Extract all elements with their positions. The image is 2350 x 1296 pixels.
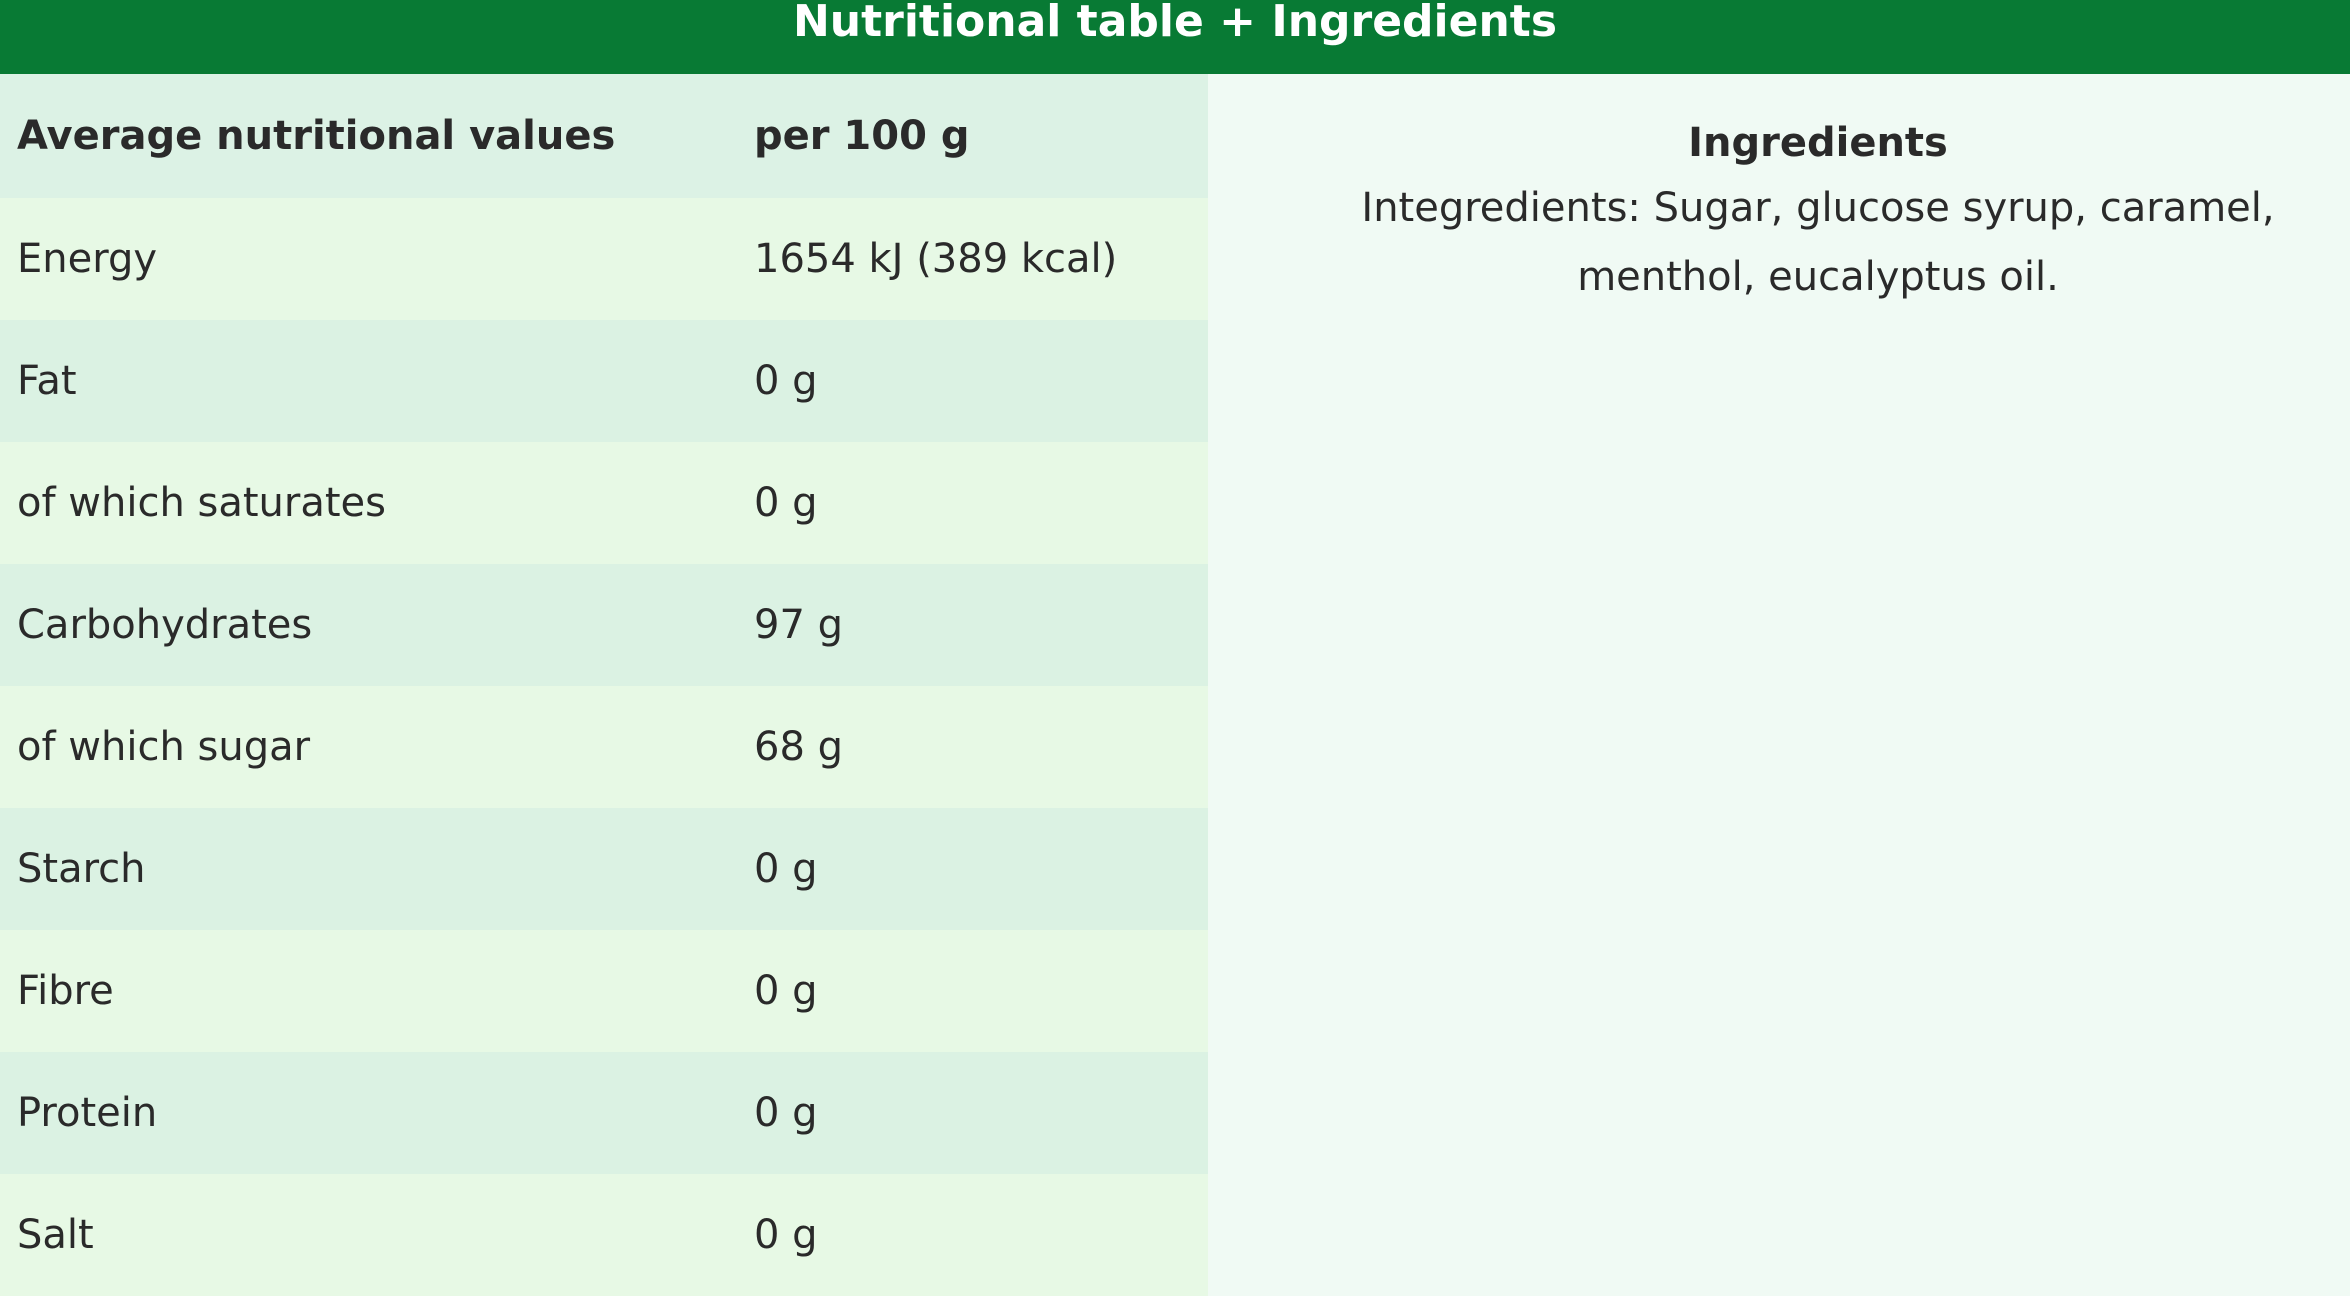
table-cell: Fibre xyxy=(17,968,114,1014)
table-cell: 0 g xyxy=(754,1212,818,1258)
table-cell: 1654 kJ (389 kcal) xyxy=(754,236,1118,282)
ingredients-text: Integredients: Sugar, glucose syrup, car… xyxy=(1361,185,2275,300)
table-cell: 0 g xyxy=(754,846,818,892)
table-cell: 0 g xyxy=(754,968,818,1014)
table-row: Protein 0 g xyxy=(0,1052,1208,1174)
table-row: Starch 0 g xyxy=(0,808,1208,930)
table-cell: of which sugar xyxy=(17,724,311,770)
nutrition-table: Average nutritional values per 100 g Ene… xyxy=(0,74,1208,1296)
table-row: Salt 0 g xyxy=(0,1174,1208,1296)
table-cell: Salt xyxy=(17,1212,94,1258)
table-cell: Protein xyxy=(17,1090,158,1136)
table-cell: Starch xyxy=(17,846,146,892)
table-cell: Carbohydrates xyxy=(17,602,313,648)
table-row: Energy 1654 kJ (389 kcal) xyxy=(0,198,1208,320)
table-row: of which sugar 68 g xyxy=(0,686,1208,808)
table-cell: Energy xyxy=(17,236,158,282)
header-cell: per 100 g xyxy=(754,113,970,159)
table-cell: Fat xyxy=(17,358,77,404)
table-row: Fat 0 g xyxy=(0,320,1208,442)
table-cell: 68 g xyxy=(754,724,844,770)
ingredients-title: Ingredients xyxy=(1688,120,1948,166)
table-cell: 97 g xyxy=(754,602,844,648)
table-header-row: Average nutritional values per 100 g xyxy=(0,74,1208,198)
header-cell: Average nutritional values xyxy=(17,113,616,159)
table-cell: 0 g xyxy=(754,480,818,526)
section-header: Nutritional table + Ingredients xyxy=(0,0,2350,74)
table-row: Carbohydrates 97 g xyxy=(0,564,1208,686)
table-cell: of which saturates xyxy=(17,480,386,526)
table-row: Fibre 0 g xyxy=(0,930,1208,1052)
table-cell: 0 g xyxy=(754,358,818,404)
ingredients-panel: Ingredients Integredients: Sugar, glucos… xyxy=(1270,112,2350,312)
table-row: of which saturates 0 g xyxy=(0,442,1208,564)
table-cell: 0 g xyxy=(754,1090,818,1136)
